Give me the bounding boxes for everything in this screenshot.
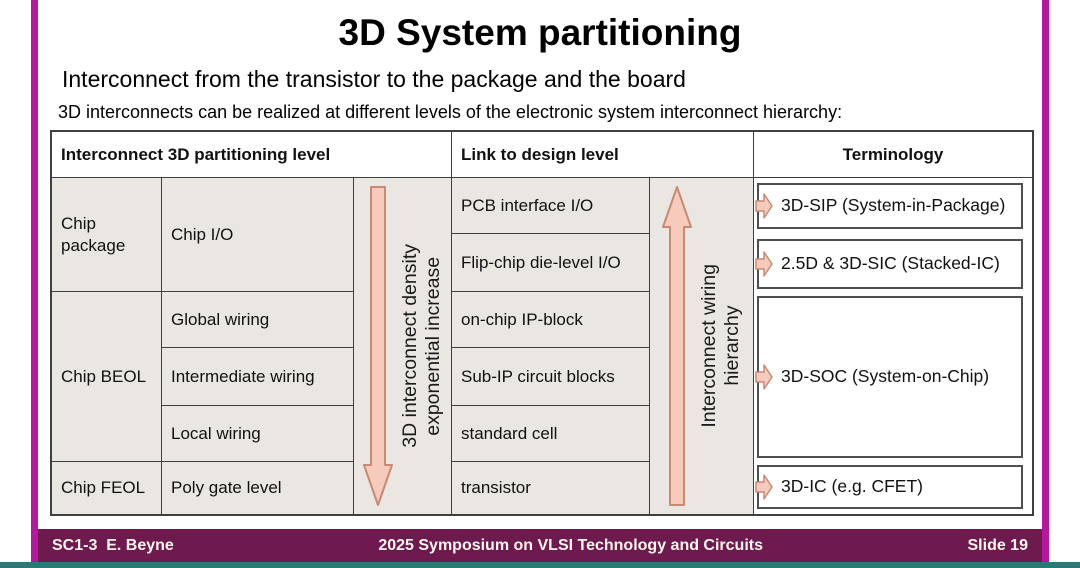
terminology-box: 3D-SOC (System-on-Chip) <box>755 296 1023 458</box>
cell-onchip-ip-block: on-chip IP-block <box>452 292 650 348</box>
terminology-label: 3D-SOC (System-on-Chip) <box>781 366 990 387</box>
terminology-label: 2.5D & 3D-SIC (Stacked-IC) <box>781 253 1000 274</box>
cell-chip-feol: Chip FEOL <box>52 462 162 514</box>
terminology-label: 3D-IC (e.g. CFET) <box>781 476 923 497</box>
cell-chip-beol: Chip BEOL <box>52 292 162 462</box>
footer-slide-code: SC1-3 E. Beyne <box>52 536 174 554</box>
cell-sub-ip-circuit-blocks: Sub-IP circuit blocks <box>452 348 650 406</box>
cell-intermediate-wiring: Intermediate wiring <box>162 348 354 406</box>
cell-poly-gate-level: Poly gate level <box>162 462 354 514</box>
cell-flip-chip-die-level-io: Flip-chip die-level I/O <box>452 234 650 292</box>
up-arrow-icon <box>661 186 692 506</box>
down-arrow-icon <box>362 186 393 506</box>
cell-local-wiring: Local wiring <box>162 406 354 462</box>
right-arrow-icon <box>755 474 773 500</box>
right-arrow-icon <box>755 193 773 219</box>
frame-left-bar <box>31 0 38 562</box>
terminology-box: 2.5D & 3D-SIC (Stacked-IC) <box>755 239 1023 289</box>
cell-standard-cell: standard cell <box>452 406 650 462</box>
header-partitioning-level: Interconnect 3D partitioning level <box>52 132 452 178</box>
density-arrow-cell: 3D interconnect density exponential incr… <box>354 178 452 514</box>
right-arrow-icon <box>755 251 773 277</box>
wiring-arrow-label: Interconnect wiring hierarchy <box>697 264 743 428</box>
footer-bar: SC1-3 E. Beyne 2025 Symposium on VLSI Te… <box>38 529 1042 562</box>
subtitle: Interconnect from the transistor to the … <box>62 66 686 92</box>
intro-text: 3D interconnects can be realized at diff… <box>58 102 843 122</box>
page-title: 3D System partitioning <box>338 12 742 53</box>
header-terminology: Terminology <box>754 132 1032 178</box>
wiring-arrow-cell: Interconnect wiring hierarchy <box>650 178 754 514</box>
cell-global-wiring: Global wiring <box>162 292 354 348</box>
terminology-label: 3D-SIP (System-in-Package) <box>781 195 1006 216</box>
terminology-box: 3D-SIP (System-in-Package) <box>755 183 1023 229</box>
cell-chip-package: Chip package <box>52 178 162 292</box>
terminology-cell: 3D-SIP (System-in-Package) 2.5D & 3D-SIC… <box>754 178 1032 514</box>
footer-slide-number: Slide 19 <box>967 536 1028 554</box>
partition-table: Interconnect 3D partitioning level Link … <box>50 130 1034 516</box>
cell-pcb-interface-io: PCB interface I/O <box>452 178 650 234</box>
bottom-strip <box>0 562 1080 568</box>
terminology-box: 3D-IC (e.g. CFET) <box>755 465 1023 509</box>
footer-conference-name: 2025 Symposium on VLSI Technology and Ci… <box>378 536 763 554</box>
right-arrow-icon <box>755 364 773 390</box>
header-link-design-level: Link to design level <box>452 132 754 178</box>
density-arrow-label: 3D interconnect density exponential incr… <box>398 244 444 448</box>
cell-transistor: transistor <box>452 462 650 514</box>
frame-right-bar <box>1042 0 1049 562</box>
cell-chip-io: Chip I/O <box>162 178 354 292</box>
